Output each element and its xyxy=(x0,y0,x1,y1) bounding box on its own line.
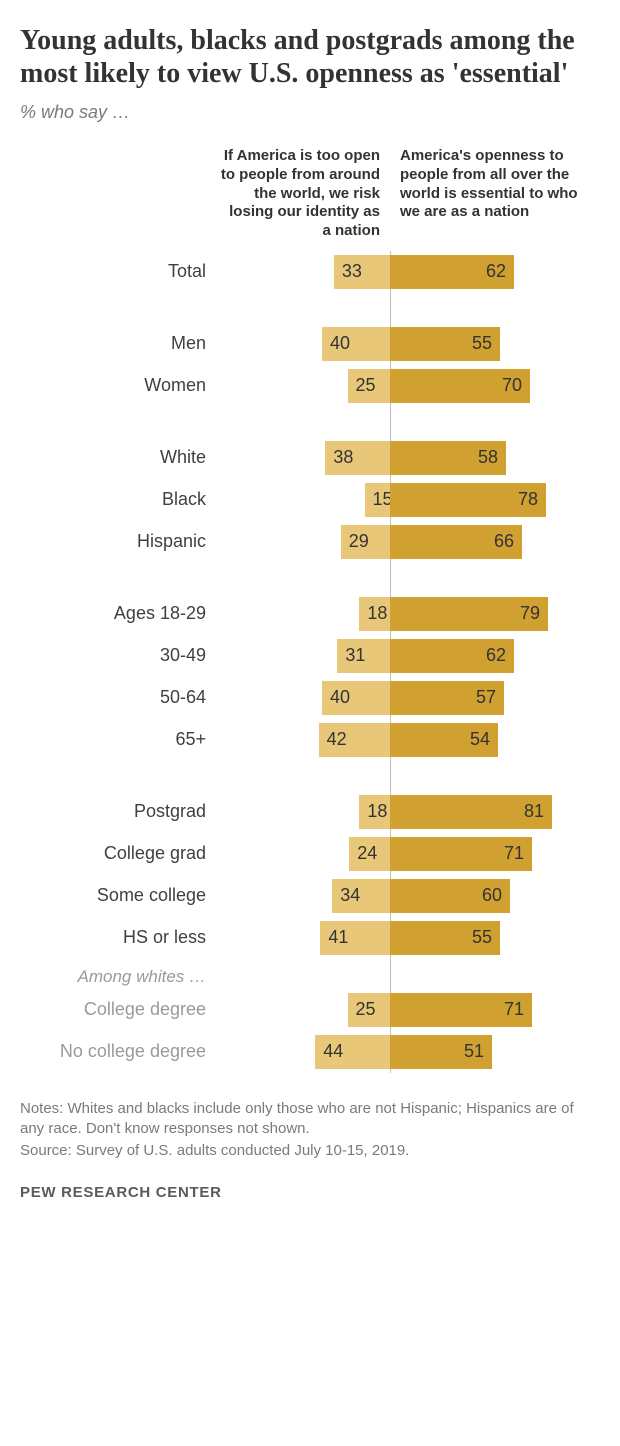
bar-right: 66 xyxy=(390,525,522,559)
bar-left: 18 xyxy=(359,597,390,631)
row-label: 50-64 xyxy=(20,687,220,708)
chart-row: HS or less4155 xyxy=(20,917,600,959)
bar-right: 57 xyxy=(390,681,504,715)
chart-row: Ages 18-291879 xyxy=(20,593,600,635)
chart-row: Black1578 xyxy=(20,479,600,521)
chart-row: 50-644057 xyxy=(20,677,600,719)
row-bars: 4451 xyxy=(220,1035,600,1069)
bar-right: 62 xyxy=(390,639,514,673)
bar-right: 58 xyxy=(390,441,506,475)
row-label: No college degree xyxy=(20,1041,220,1062)
column-headers: If America is too open to people from ar… xyxy=(20,147,600,241)
row-label: Total xyxy=(20,261,220,282)
row-label: 65+ xyxy=(20,729,220,750)
chart-row: Hispanic2966 xyxy=(20,521,600,563)
row-label: Hispanic xyxy=(20,531,220,552)
row-label: Men xyxy=(20,333,220,354)
row-bars: 2471 xyxy=(220,837,600,871)
bar-left: 40 xyxy=(322,327,390,361)
row-bars: 2966 xyxy=(220,525,600,559)
bar-left: 42 xyxy=(319,723,390,757)
bar-right: 70 xyxy=(390,369,530,403)
bar-left: 31 xyxy=(337,639,390,673)
bar-right: 55 xyxy=(390,921,500,955)
chart-source: Source: Survey of U.S. adults conducted … xyxy=(20,1141,600,1161)
bar-left: 34 xyxy=(332,879,390,913)
chart-container: If America is too open to people from ar… xyxy=(20,147,600,1073)
row-label: Some college xyxy=(20,885,220,906)
row-bars: 1879 xyxy=(220,597,600,631)
row-bars: 3460 xyxy=(220,879,600,913)
group-gap xyxy=(20,407,600,437)
bar-left: 25 xyxy=(348,369,391,403)
chart-row: Women2570 xyxy=(20,365,600,407)
row-bars: 4057 xyxy=(220,681,600,715)
row-label: College degree xyxy=(20,999,220,1020)
bar-right: 71 xyxy=(390,993,532,1027)
bar-right: 71 xyxy=(390,837,532,871)
bar-left: 40 xyxy=(322,681,390,715)
bar-left: 29 xyxy=(341,525,390,559)
bar-left: 25 xyxy=(348,993,391,1027)
bar-left: 33 xyxy=(334,255,390,289)
header-right: America's openness to people from all ov… xyxy=(390,147,590,241)
chart-rows: Total3362Men4055Women2570White3858Black1… xyxy=(20,251,600,1073)
row-bars: 2571 xyxy=(220,993,600,1027)
row-bars: 2570 xyxy=(220,369,600,403)
row-bars: 3362 xyxy=(220,255,600,289)
group-gap xyxy=(20,293,600,323)
row-label: Ages 18-29 xyxy=(20,603,220,624)
bar-right: 51 xyxy=(390,1035,492,1069)
row-label: HS or less xyxy=(20,927,220,948)
row-label: White xyxy=(20,447,220,468)
chart-title: Young adults, blacks and postgrads among… xyxy=(20,24,600,90)
chart-row: Some college3460 xyxy=(20,875,600,917)
bar-left: 44 xyxy=(315,1035,390,1069)
row-label: 30-49 xyxy=(20,645,220,666)
bar-right: 81 xyxy=(390,795,552,829)
bar-right: 60 xyxy=(390,879,510,913)
row-bars: 1578 xyxy=(220,483,600,517)
chart-row: 65+4254 xyxy=(20,719,600,761)
bar-right: 79 xyxy=(390,597,548,631)
row-bars: 4254 xyxy=(220,723,600,757)
header-spacer xyxy=(20,147,220,241)
header-left: If America is too open to people from ar… xyxy=(220,147,390,241)
bar-left: 41 xyxy=(320,921,390,955)
chart-row: No college degree4451 xyxy=(20,1031,600,1073)
chart-row: Postgrad1881 xyxy=(20,791,600,833)
chart-row: College degree2571 xyxy=(20,989,600,1031)
row-label: College grad xyxy=(20,843,220,864)
chart-row: Total3362 xyxy=(20,251,600,293)
footer-brand: PEW RESEARCH CENTER xyxy=(20,1184,600,1201)
row-bars: 4055 xyxy=(220,327,600,361)
bar-left: 24 xyxy=(349,837,390,871)
chart-row: College grad2471 xyxy=(20,833,600,875)
chart-subtitle: % who say … xyxy=(20,102,600,123)
bar-left: 38 xyxy=(325,441,390,475)
bar-left: 15 xyxy=(365,483,391,517)
chart-row: 30-493162 xyxy=(20,635,600,677)
row-label: Women xyxy=(20,375,220,396)
bar-right: 55 xyxy=(390,327,500,361)
group-gap xyxy=(20,761,600,791)
row-label: Black xyxy=(20,489,220,510)
chart-notes: Notes: Whites and blacks include only th… xyxy=(20,1099,600,1140)
chart-row: Men4055 xyxy=(20,323,600,365)
row-bars: 3858 xyxy=(220,441,600,475)
bar-right: 54 xyxy=(390,723,498,757)
row-bars: 3162 xyxy=(220,639,600,673)
bar-right: 78 xyxy=(390,483,546,517)
row-bars: 4155 xyxy=(220,921,600,955)
row-label: Postgrad xyxy=(20,801,220,822)
bar-right: 62 xyxy=(390,255,514,289)
bar-left: 18 xyxy=(359,795,390,829)
chart-row: White3858 xyxy=(20,437,600,479)
row-bars: 1881 xyxy=(220,795,600,829)
group-gap xyxy=(20,563,600,593)
group-subhead: Among whites … xyxy=(20,959,220,989)
